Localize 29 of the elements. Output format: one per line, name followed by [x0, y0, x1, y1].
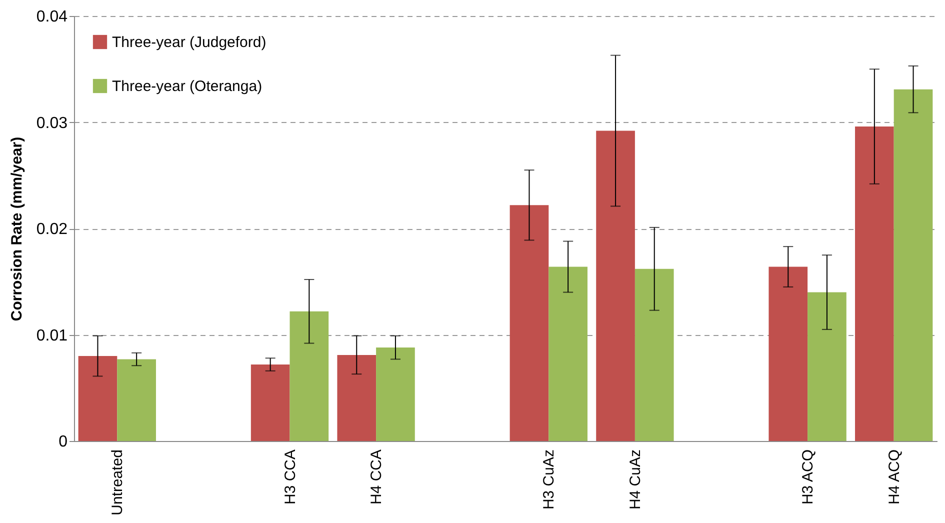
x-tick-label: H3 ACQ	[800, 450, 817, 505]
bar	[290, 311, 329, 441]
x-tick-label: H4 CCA	[368, 450, 386, 505]
bar	[337, 354, 376, 441]
bar	[894, 89, 933, 441]
y-tick-label: 0.04	[36, 8, 68, 26]
legend-label: Three-year (Judgeford)	[112, 34, 266, 51]
bar	[596, 130, 635, 441]
x-tick-label: Untreated	[109, 450, 126, 516]
bar	[117, 359, 156, 441]
bar	[855, 126, 894, 441]
bar	[78, 356, 118, 441]
legend-label: Three-year (Oteranga)	[112, 78, 262, 95]
bar	[510, 205, 549, 441]
x-tick-label: H4 ACQ	[886, 450, 903, 505]
bar	[548, 266, 588, 441]
y-axis-title: Corrosion Rate (mm/year)	[8, 136, 26, 322]
y-tick-label: 0	[58, 434, 68, 450]
y-tick-label: 0.03	[36, 114, 68, 132]
bar	[768, 266, 808, 441]
bar	[808, 292, 846, 441]
bar	[250, 364, 290, 441]
x-tick-label: H3 CuAz	[540, 450, 558, 510]
y-tick-label: 0.01	[36, 327, 68, 344]
y-tick-label: 0.02	[36, 221, 68, 238]
x-tick-label: H3 CCA	[282, 450, 299, 505]
x-tick-label: H4 CuAz	[626, 450, 644, 510]
bar	[376, 348, 415, 441]
bar	[634, 268, 674, 441]
